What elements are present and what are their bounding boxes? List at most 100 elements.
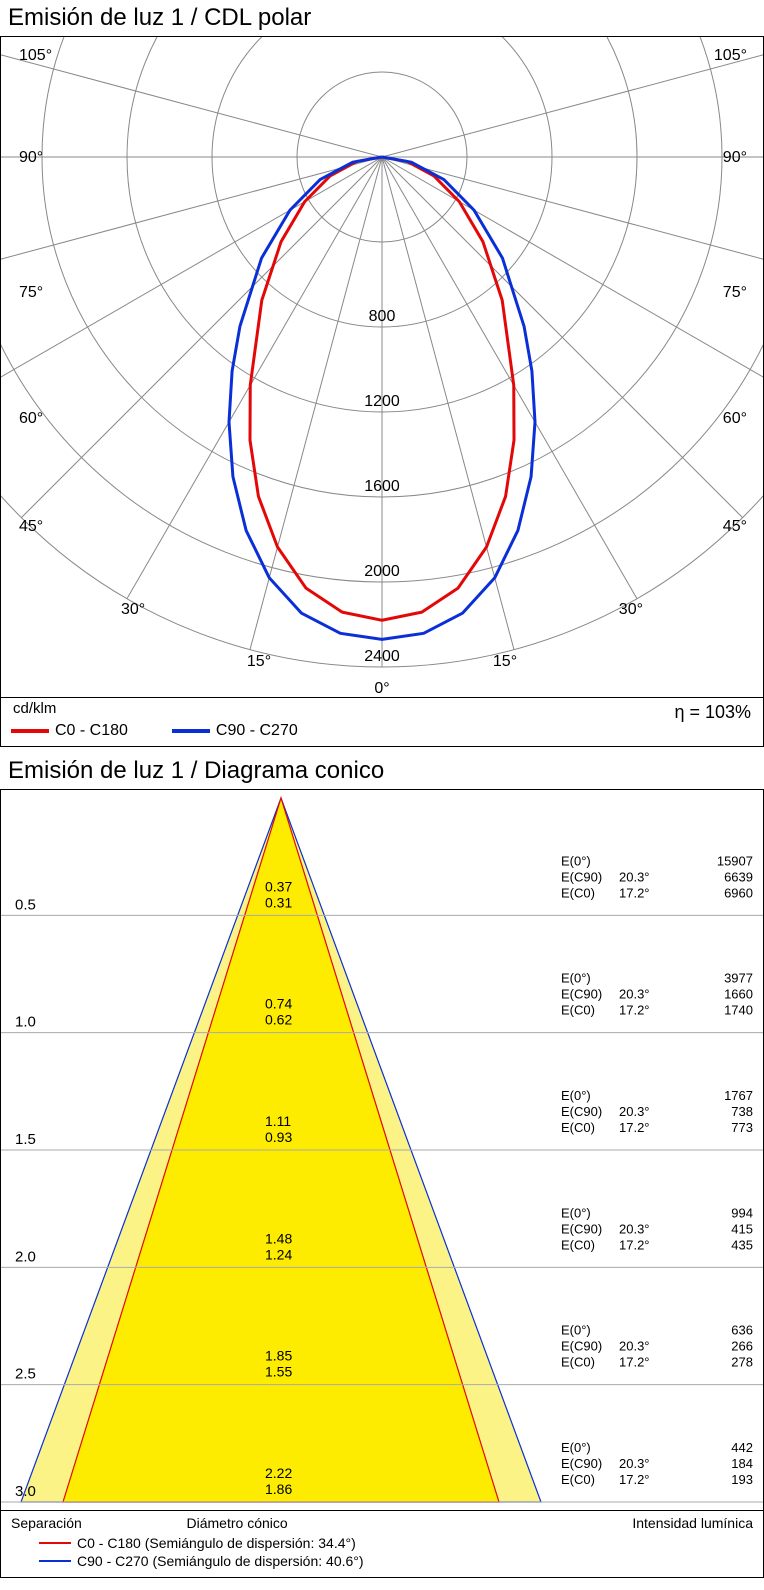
svg-text:E(C90): E(C90)	[561, 1456, 602, 1471]
legend-label-c0: C0 - C180	[55, 722, 128, 740]
svg-text:E(0°): E(0°)	[561, 971, 591, 986]
cone-title: Emisión de luz 1 / Diagrama conico	[0, 753, 764, 789]
svg-text:0.37: 0.37	[265, 878, 292, 894]
legend-swatch-c90	[172, 729, 210, 733]
svg-text:E(C0): E(C0)	[561, 1237, 595, 1252]
svg-text:20.3°: 20.3°	[619, 1104, 650, 1119]
unit-label: cd/klm	[13, 700, 56, 717]
svg-text:6960: 6960	[724, 885, 753, 900]
svg-text:184: 184	[731, 1456, 753, 1471]
svg-text:193: 193	[731, 1472, 753, 1487]
svg-text:105°: 105°	[714, 47, 747, 64]
cone-header-right: Intensidad lumínica	[632, 1515, 753, 1531]
svg-text:0.93: 0.93	[265, 1129, 292, 1145]
cone-chart: 0.5 0.370.31 E(0°) 15907 E(C90) 20.3° 6639 E(C0…	[0, 789, 764, 1511]
svg-text:0.31: 0.31	[265, 894, 292, 910]
cone-header-left: Separación	[11, 1515, 82, 1531]
svg-text:E(C90): E(C90)	[561, 869, 602, 884]
svg-text:1660: 1660	[724, 987, 753, 1002]
legend-label-c90: C90 - C270	[216, 722, 298, 740]
svg-text:636: 636	[731, 1323, 753, 1338]
cone-header-mid: Diámetro cónico	[187, 1515, 288, 1531]
svg-text:E(C90): E(C90)	[561, 1104, 602, 1119]
cone-legend-c0: C0 - C180 (Semiángulo de dispersión: 34.…	[77, 1535, 356, 1551]
svg-text:278: 278	[731, 1355, 753, 1370]
svg-text:0.5: 0.5	[15, 896, 36, 913]
cone-swatch-c90	[39, 1560, 71, 1562]
svg-text:90°: 90°	[723, 149, 747, 166]
svg-text:442: 442	[731, 1440, 753, 1455]
legend-swatch-c0	[11, 729, 49, 733]
svg-text:E(0°): E(0°)	[561, 1205, 591, 1220]
svg-text:1.55: 1.55	[265, 1364, 292, 1380]
svg-text:20.3°: 20.3°	[619, 1339, 650, 1354]
svg-text:75°: 75°	[19, 284, 43, 301]
svg-text:17.2°: 17.2°	[619, 1355, 650, 1370]
svg-text:1200: 1200	[364, 393, 400, 410]
svg-text:17.2°: 17.2°	[619, 1003, 650, 1018]
svg-text:105°: 105°	[19, 47, 52, 64]
svg-text:2.5: 2.5	[15, 1366, 36, 1383]
svg-text:6639: 6639	[724, 869, 753, 884]
cone-legend: Separación Diámetro cónico Intensidad lu…	[0, 1511, 764, 1578]
svg-text:17.2°: 17.2°	[619, 885, 650, 900]
svg-text:E(C0): E(C0)	[561, 1472, 595, 1487]
svg-text:E(C90): E(C90)	[561, 987, 602, 1002]
polar-chart: 8001200160020002400105°105°90°90°75°75°6…	[0, 36, 764, 698]
svg-text:2.22: 2.22	[265, 1465, 292, 1481]
svg-text:1740: 1740	[724, 1003, 753, 1018]
svg-text:60°: 60°	[19, 410, 43, 427]
svg-text:E(C90): E(C90)	[561, 1221, 602, 1236]
svg-text:3977: 3977	[724, 971, 753, 986]
svg-text:266: 266	[731, 1339, 753, 1354]
svg-text:20.3°: 20.3°	[619, 1456, 650, 1471]
svg-text:17.2°: 17.2°	[619, 1472, 650, 1487]
svg-text:1.85: 1.85	[265, 1348, 292, 1364]
svg-text:994: 994	[731, 1205, 753, 1220]
svg-text:0.62: 0.62	[265, 1012, 292, 1028]
svg-text:E(0°): E(0°)	[561, 1088, 591, 1103]
svg-text:E(0°): E(0°)	[561, 853, 591, 868]
svg-text:45°: 45°	[19, 518, 43, 535]
svg-text:90°: 90°	[19, 149, 43, 166]
svg-text:1.11: 1.11	[265, 1113, 291, 1129]
svg-text:E(0°): E(0°)	[561, 1323, 591, 1338]
polar-title: Emisión de luz 1 / CDL polar	[0, 0, 764, 36]
svg-text:1.0: 1.0	[15, 1014, 36, 1031]
svg-text:738: 738	[731, 1104, 753, 1119]
svg-text:17.2°: 17.2°	[619, 1120, 650, 1135]
svg-text:1.48: 1.48	[265, 1230, 292, 1246]
svg-text:E(C0): E(C0)	[561, 1120, 595, 1135]
svg-text:1600: 1600	[364, 478, 400, 495]
svg-text:1.24: 1.24	[265, 1246, 292, 1262]
cone-swatch-c0	[39, 1542, 71, 1544]
svg-text:E(C0): E(C0)	[561, 1003, 595, 1018]
svg-text:3.0: 3.0	[15, 1483, 36, 1500]
svg-text:17.2°: 17.2°	[619, 1237, 650, 1252]
svg-text:45°: 45°	[723, 518, 747, 535]
svg-text:800: 800	[369, 308, 396, 325]
svg-text:2400: 2400	[364, 648, 400, 665]
svg-text:E(0°): E(0°)	[561, 1440, 591, 1455]
svg-text:75°: 75°	[723, 284, 747, 301]
svg-text:15°: 15°	[247, 653, 271, 670]
svg-text:773: 773	[731, 1120, 753, 1135]
eta-label: η = 103%	[674, 702, 751, 723]
cone-legend-c90: C90 - C270 (Semiángulo de dispersión: 40…	[77, 1553, 364, 1569]
svg-text:1767: 1767	[724, 1088, 753, 1103]
svg-text:E(C90): E(C90)	[561, 1339, 602, 1354]
svg-text:15°: 15°	[493, 653, 517, 670]
svg-text:435: 435	[731, 1237, 753, 1252]
svg-text:0°: 0°	[374, 680, 389, 697]
svg-text:15907: 15907	[717, 853, 753, 868]
svg-text:30°: 30°	[121, 601, 145, 618]
svg-text:0.74: 0.74	[265, 996, 292, 1012]
svg-text:30°: 30°	[619, 601, 643, 618]
svg-text:2.0: 2.0	[15, 1248, 36, 1265]
svg-text:E(C0): E(C0)	[561, 885, 595, 900]
svg-text:20.3°: 20.3°	[619, 987, 650, 1002]
svg-text:60°: 60°	[723, 410, 747, 427]
svg-text:E(C0): E(C0)	[561, 1355, 595, 1370]
polar-legend: cd/klm η = 103% C0 - C180 C90 - C270	[0, 698, 764, 747]
svg-text:415: 415	[731, 1221, 753, 1236]
